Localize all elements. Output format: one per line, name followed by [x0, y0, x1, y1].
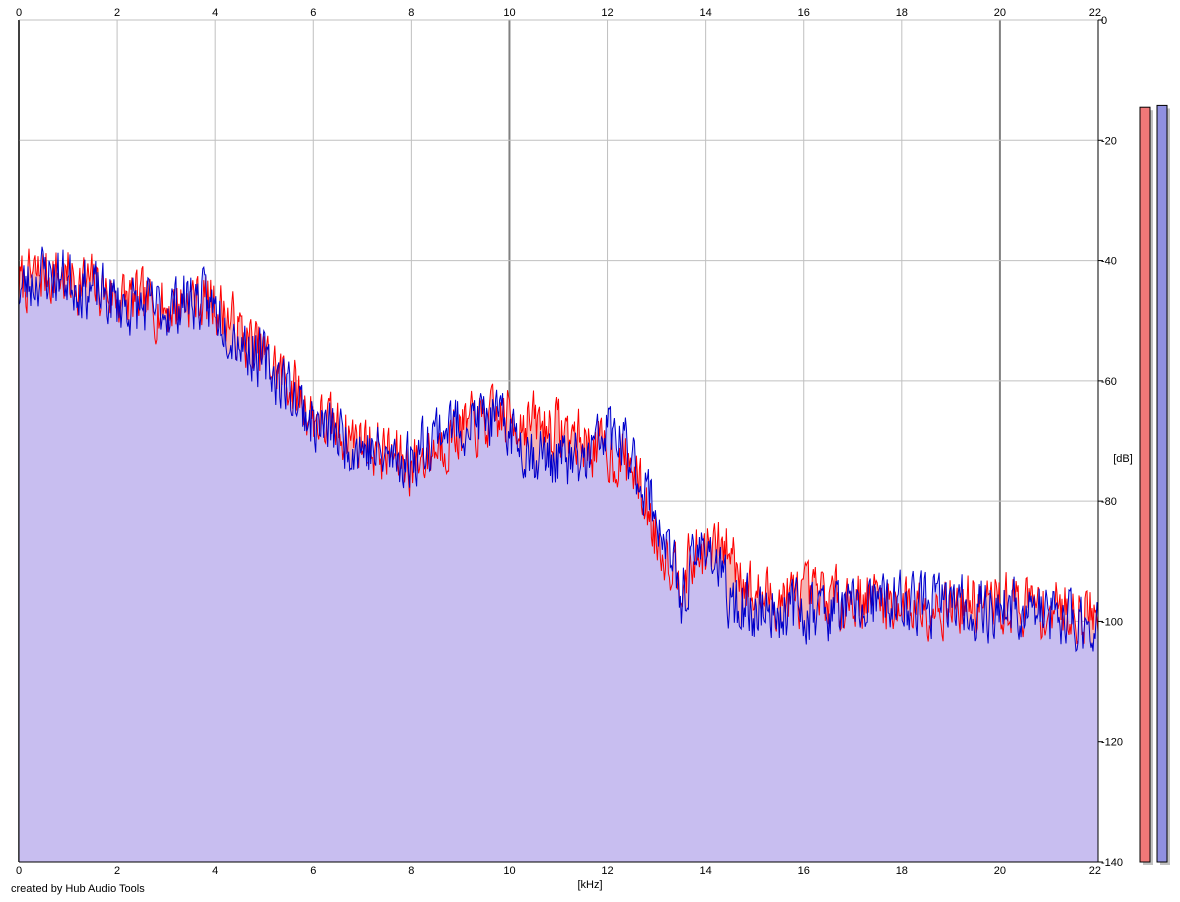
x-tick-label-top: 16 [798, 7, 810, 19]
level-meters [1139, 104, 1170, 866]
x-tick-label-bottom: 18 [896, 865, 908, 877]
y-tick-label: 0 [1101, 15, 1107, 27]
level-meter-right [1156, 104, 1168, 863]
series-area-right [19, 246, 1098, 862]
y-tick-label: -20 [1101, 135, 1117, 147]
y-tick-label: -120 [1101, 737, 1123, 749]
series-line-right [18, 246, 1099, 653]
x-tick-label-top: 18 [896, 7, 908, 19]
x-tick-label-bottom: 4 [212, 865, 218, 877]
x-tick-label-bottom: 22 [1089, 865, 1101, 877]
y-tick-label: -80 [1101, 496, 1117, 508]
credit-text: created by Hub Audio Tools [11, 883, 145, 895]
series [18, 246, 1099, 863]
x-tick-label-bottom: 6 [310, 865, 316, 877]
x-tick-label-top: 20 [994, 7, 1006, 19]
x-tick-label-bottom: 10 [503, 865, 515, 877]
x-tick-label-bottom: 8 [408, 865, 414, 877]
x-axis-label: [kHz] [577, 879, 602, 891]
level-meter-left [1139, 106, 1151, 863]
x-tick-label-bottom: 0 [16, 865, 22, 877]
axes: 002244668810101212141416161818202022220-… [16, 7, 1123, 877]
x-tick-label-bottom: 14 [700, 865, 712, 877]
x-tick-label-bottom: 16 [798, 865, 810, 877]
y-tick-label: -100 [1101, 616, 1123, 628]
x-tick-label-top: 8 [408, 7, 414, 19]
x-tick-label-top: 14 [700, 7, 712, 19]
y-axis-label: [dB] [1113, 453, 1133, 465]
y-tick-label: -140 [1101, 857, 1123, 869]
y-tick-label: -40 [1101, 256, 1117, 268]
x-tick-label-bottom: 20 [994, 865, 1006, 877]
x-tick-label-top: 12 [601, 7, 613, 19]
y-tick-label: -60 [1101, 376, 1117, 388]
x-tick-label-top: 6 [310, 7, 316, 19]
x-tick-label-top: 2 [114, 7, 120, 19]
x-tick-label-bottom: 12 [601, 865, 613, 877]
x-tick-label-top: 10 [503, 7, 515, 19]
x-tick-label-top: 4 [212, 7, 218, 19]
x-tick-label-bottom: 2 [114, 865, 120, 877]
x-tick-label-top: 22 [1089, 7, 1101, 19]
x-tick-label-top: 0 [16, 7, 22, 19]
